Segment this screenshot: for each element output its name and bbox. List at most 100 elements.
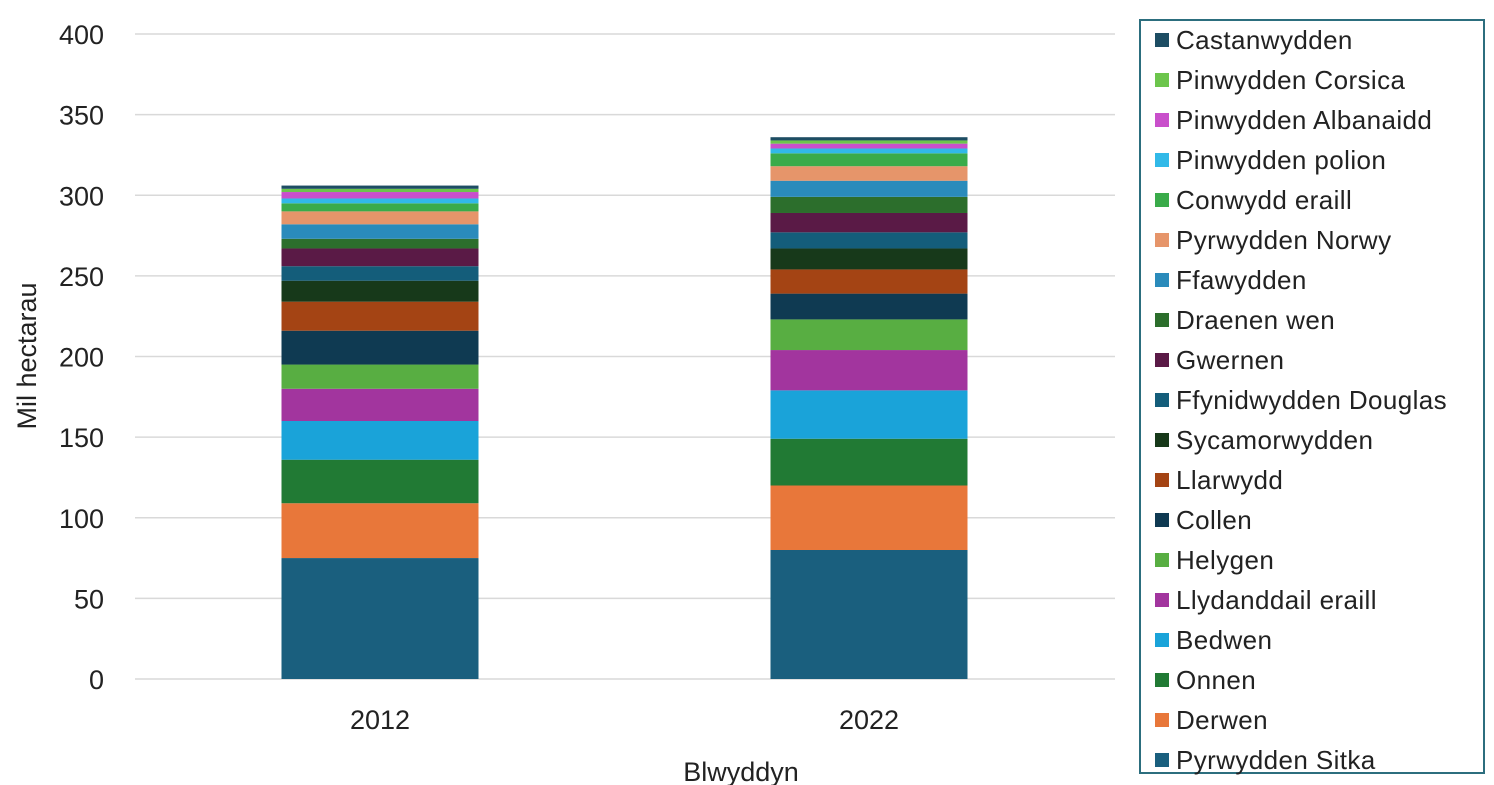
legend-item-helygen: Helygen [1155,544,1274,576]
y-tick-label-350: 350 [59,101,104,131]
legend-item-pinwydden-albanaidd: Pinwydden Albanaidd [1155,104,1432,136]
legend-swatch [1155,593,1169,607]
legend-label: Llydanddail eraill [1176,584,1377,615]
y-tick-label-250: 250 [59,262,104,292]
bar-segment-2012-ffawydden [281,224,479,239]
legend-swatch [1155,233,1169,247]
legend-label: Gwernen [1176,344,1285,375]
legend-label: Draenen wen [1176,304,1336,335]
y-tick-label-200: 200 [59,343,104,373]
bar-segment-2012-ffynidwydden-douglas [281,266,479,281]
legend-label: Castanwydden [1176,24,1353,55]
legend-item-onnen: Onnen [1155,664,1256,696]
x-axis-ticks: 2012 2022 [350,705,899,735]
legend-swatch [1155,73,1169,87]
bar-segment-2022-castanwydden [770,137,968,141]
bar-segment-2022-collen [770,293,968,320]
bar-segment-2012-llarwydd [281,301,479,331]
bar-segment-2012-llydanddail-eraill [281,388,479,421]
bar-segment-2012-pinwydden-albanaidd [281,192,479,199]
bar-segment-2022-helygen [770,319,968,351]
legend-item-pyrwydden-norwy: Pyrwydden Norwy [1155,224,1392,256]
legend-item-sycamorwydden: Sycamorwydden [1155,424,1373,456]
y-tick-label-400: 400 [59,20,104,50]
bar-segment-2022-sycamorwydden [770,248,968,270]
bar-segment-2022-onnen [770,438,968,486]
legend-swatch [1155,513,1169,527]
chart-plot: 0 50 100 150 200 250 300 350 400 2012 2022 Blwydd… [12,20,1115,785]
legend-item-ffynidwydden-douglas: Ffynidwydden Douglas [1155,384,1447,416]
legend-swatch [1155,393,1169,407]
bar-segment-2022-pinwydden-corsica [770,140,968,144]
legend-label: Pinwydden Corsica [1176,64,1406,95]
bar-segment-2022-pinwydden-albanaidd [770,143,968,149]
legend-swatch [1155,473,1169,487]
legend-swatch [1155,33,1169,47]
bar-segment-2022-draenen-wen [770,196,968,213]
x-tick-label-2022: 2022 [839,705,899,735]
bar-segment-2022-derwen [770,485,968,550]
legend-swatch [1155,113,1169,127]
legend-swatch [1155,433,1169,447]
bar-segment-2022-conwydd-eraill [770,153,968,167]
legend-label: Sycamorwydden [1176,424,1374,455]
bar-segment-2012-draenen-wen [281,238,479,249]
legend-item-gwernen: Gwernen [1155,344,1284,376]
bar-segment-2022-pinwydden-polion [770,148,968,154]
legend-item-bedwen: Bedwen [1155,624,1272,656]
bar-segment-2012-pinwydden-polion [281,198,479,204]
y-tick-label-0: 0 [89,665,104,695]
bar-segment-2022-ffawydden [770,180,968,197]
bar-segment-2012-onnen [281,459,479,504]
legend-item-draenen-wen: Draenen wen [1155,304,1335,336]
y-tick-label-150: 150 [59,423,104,453]
legend-swatch [1155,153,1169,167]
bar-segment-2012-pyrwydden-sitka [281,558,479,679]
y-tick-label-300: 300 [59,181,104,211]
legend-item-ffawydden: Ffawydden [1155,264,1307,296]
legend-label: Pyrwydden Norwy [1176,224,1392,255]
y-axis-title: Mil hectarau [12,282,42,429]
bar-segment-2012-pinwydden-corsica [281,188,479,193]
bar-segment-2022-llarwydd [770,269,968,294]
legend: Castanwydden Pinwydden Corsica Pinwydden A… [1139,19,1485,776]
legend-label: Onnen [1176,664,1257,695]
legend-label: Ffynidwydden Douglas [1176,384,1448,415]
bar-segment-2022-gwernen [770,212,968,233]
legend-swatch [1155,553,1169,567]
legend-label: Derwen [1176,704,1268,735]
bar-segment-2012-derwen [281,503,479,559]
legend-label: Bedwen [1176,624,1273,655]
legend-item-derwen: Derwen [1155,704,1268,736]
legend-item-pinwydden-polion: Pinwydden polion [1155,144,1386,176]
legend-swatch [1155,193,1169,207]
legend-label: Helygen [1176,544,1275,575]
bar-segment-2022-llydanddail-eraill [770,350,968,391]
legend-label: Pinwydden polion [1176,144,1387,175]
x-axis-title: Blwyddyn [683,757,799,785]
legend-label: Ffawydden [1176,264,1307,295]
bar-segment-2012-castanwydden [281,185,479,189]
x-tick-label-2012: 2012 [350,705,410,735]
bar-segment-2022-ffynidwydden-douglas [770,232,968,249]
legend-item-pyrwydden-sitka: Pyrwydden Sitka [1155,744,1376,776]
bar-segment-2012-collen [281,330,479,365]
legend-swatch [1155,753,1169,767]
legend-swatch [1155,633,1169,647]
y-axis-ticks: 0 50 100 150 200 250 300 350 400 [59,20,104,695]
bars [281,137,968,679]
legend-swatch [1155,313,1169,327]
bar-segment-2022-pyrwydden-sitka [770,550,968,679]
legend-label: Conwydd eraill [1176,184,1353,215]
bar-segment-2012-conwydd-eraill [281,203,479,212]
legend-item-llydanddail-eraill: Llydanddail eraill [1155,584,1377,616]
legend-swatch [1155,713,1169,727]
legend-swatch [1155,273,1169,287]
bar-segment-2012-gwernen [281,248,479,267]
legend-label: Pinwydden Albanaidd [1176,104,1433,135]
legend-item-llarwydd: Llarwydd [1155,464,1283,496]
legend-label: Collen [1176,504,1253,535]
legend-label: Llarwydd [1176,464,1284,495]
legend-item-collen: Collen [1155,504,1252,536]
